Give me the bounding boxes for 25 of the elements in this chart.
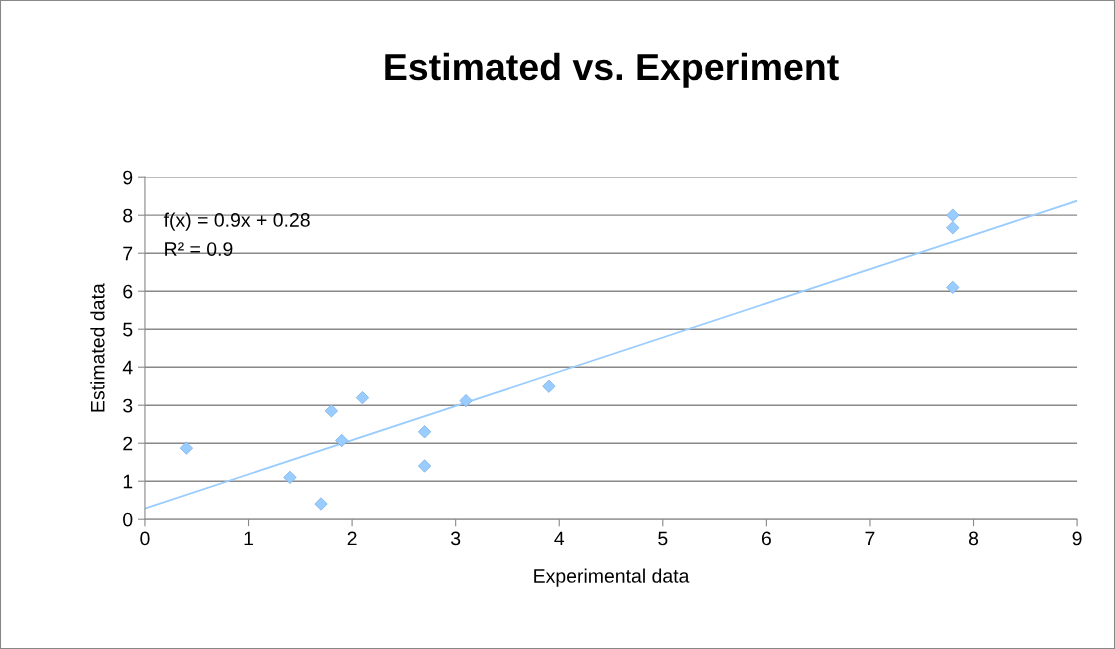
y-tick-label: 3 — [123, 398, 133, 413]
x-tick-label: 1 — [244, 531, 253, 546]
x-tick-label: 7 — [865, 531, 875, 546]
y-tick-label: 9 — [123, 170, 133, 185]
y-tick-label: 4 — [122, 360, 133, 375]
x-tick-label: 5 — [658, 531, 668, 546]
x-tick-label: 2 — [347, 531, 357, 546]
annotation: f(x) = 0.9x + 0.28 — [163, 212, 310, 231]
y-tick-label: 0 — [123, 512, 133, 527]
annotation: R² = 0.9 — [165, 242, 233, 256]
y-axis-title: Estimated data — [90, 283, 105, 412]
chart-title: Estimated vs. Experiment — [385, 52, 839, 88]
x-tick-label: 8 — [968, 531, 979, 546]
y-tick-label: 2 — [123, 436, 133, 451]
x-axis-title: Experimental data — [534, 568, 690, 587]
x-tick-label: 4 — [554, 531, 565, 546]
x-tick-label: 9 — [1072, 531, 1082, 546]
x-tick-label: 0 — [140, 531, 150, 546]
x-tick-label: 6 — [761, 531, 771, 546]
x-tick-label: 3 — [451, 531, 461, 546]
y-tick-label: 6 — [123, 284, 133, 299]
y-tick-label: 1 — [123, 474, 133, 489]
y-tick-label: 8 — [123, 208, 133, 223]
y-tick-label: 5 — [123, 322, 133, 337]
y-tick-label: 7 — [123, 246, 133, 261]
